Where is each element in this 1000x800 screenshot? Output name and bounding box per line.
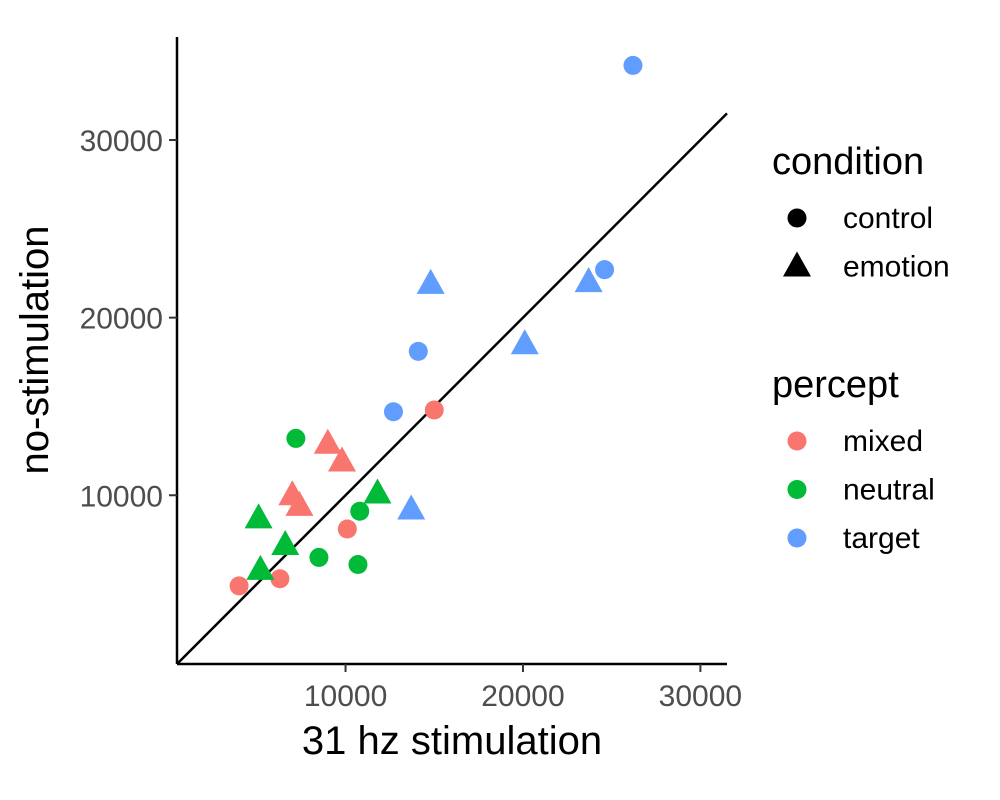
data-point-target-emotion [397, 494, 426, 520]
data-point-target-control [623, 55, 643, 75]
data-point-mixed-emotion [285, 490, 314, 516]
legend-label-neutral: neutral [843, 474, 935, 507]
data-point-target-emotion [574, 267, 603, 293]
data-point-mixed-emotion [313, 428, 342, 454]
legend-title-percept: percept [772, 364, 899, 406]
legend-label-emotion: emotion [843, 251, 950, 284]
data-point-neutral-control [348, 555, 368, 575]
data-point-target-emotion [416, 268, 445, 294]
data-point-neutral-control [286, 428, 306, 448]
data-point-target-control [408, 341, 428, 361]
data-point-neutral-control [350, 501, 370, 521]
y-tick-label: 30000 [80, 125, 163, 158]
legend: condition control emotion percept mixed neutr… [772, 141, 950, 555]
x-axis-ticks: 10000 20000 30000 [304, 664, 742, 713]
data-point-neutral-emotion [246, 554, 275, 580]
data-point-neutral-control [309, 547, 329, 567]
data-points [229, 55, 643, 596]
data-point-target-control [595, 260, 615, 280]
x-tick-label: 20000 [481, 680, 564, 713]
legend-title-condition: condition [772, 141, 924, 183]
legend-key-control [787, 208, 807, 228]
data-point-target-control [383, 402, 403, 422]
data-point-mixed-control [229, 576, 249, 596]
legend-label-control: control [843, 202, 933, 235]
data-point-neutral-emotion [363, 478, 392, 504]
axes [175, 37, 727, 666]
y-tick-label: 20000 [80, 303, 163, 336]
legend-key-emotion [783, 251, 811, 277]
y-axis-ticks: 10000 20000 30000 [80, 125, 177, 513]
data-point-mixed-control [424, 400, 444, 420]
data-point-neutral-emotion [244, 503, 273, 529]
reference-line [176, 112, 728, 665]
legend-key-target [787, 528, 807, 548]
x-tick-label: 10000 [304, 680, 387, 713]
x-tick-label: 30000 [659, 680, 742, 713]
plot-panel [176, 112, 728, 665]
data-point-mixed-emotion [328, 446, 356, 472]
legend-key-neutral [787, 480, 807, 499]
x-axis-title: 31 hz stimulation [302, 719, 602, 763]
legend-label-target: target [843, 522, 920, 555]
y-tick-label: 10000 [80, 480, 163, 513]
legend-key-mixed [787, 431, 807, 451]
y-axis-title: no-stimulation [13, 225, 57, 474]
data-point-target-emotion [510, 329, 539, 355]
data-point-neutral-emotion [271, 529, 300, 555]
data-point-mixed-control [270, 569, 290, 589]
legend-label-mixed: mixed [843, 425, 923, 458]
data-point-mixed-control [337, 519, 357, 539]
